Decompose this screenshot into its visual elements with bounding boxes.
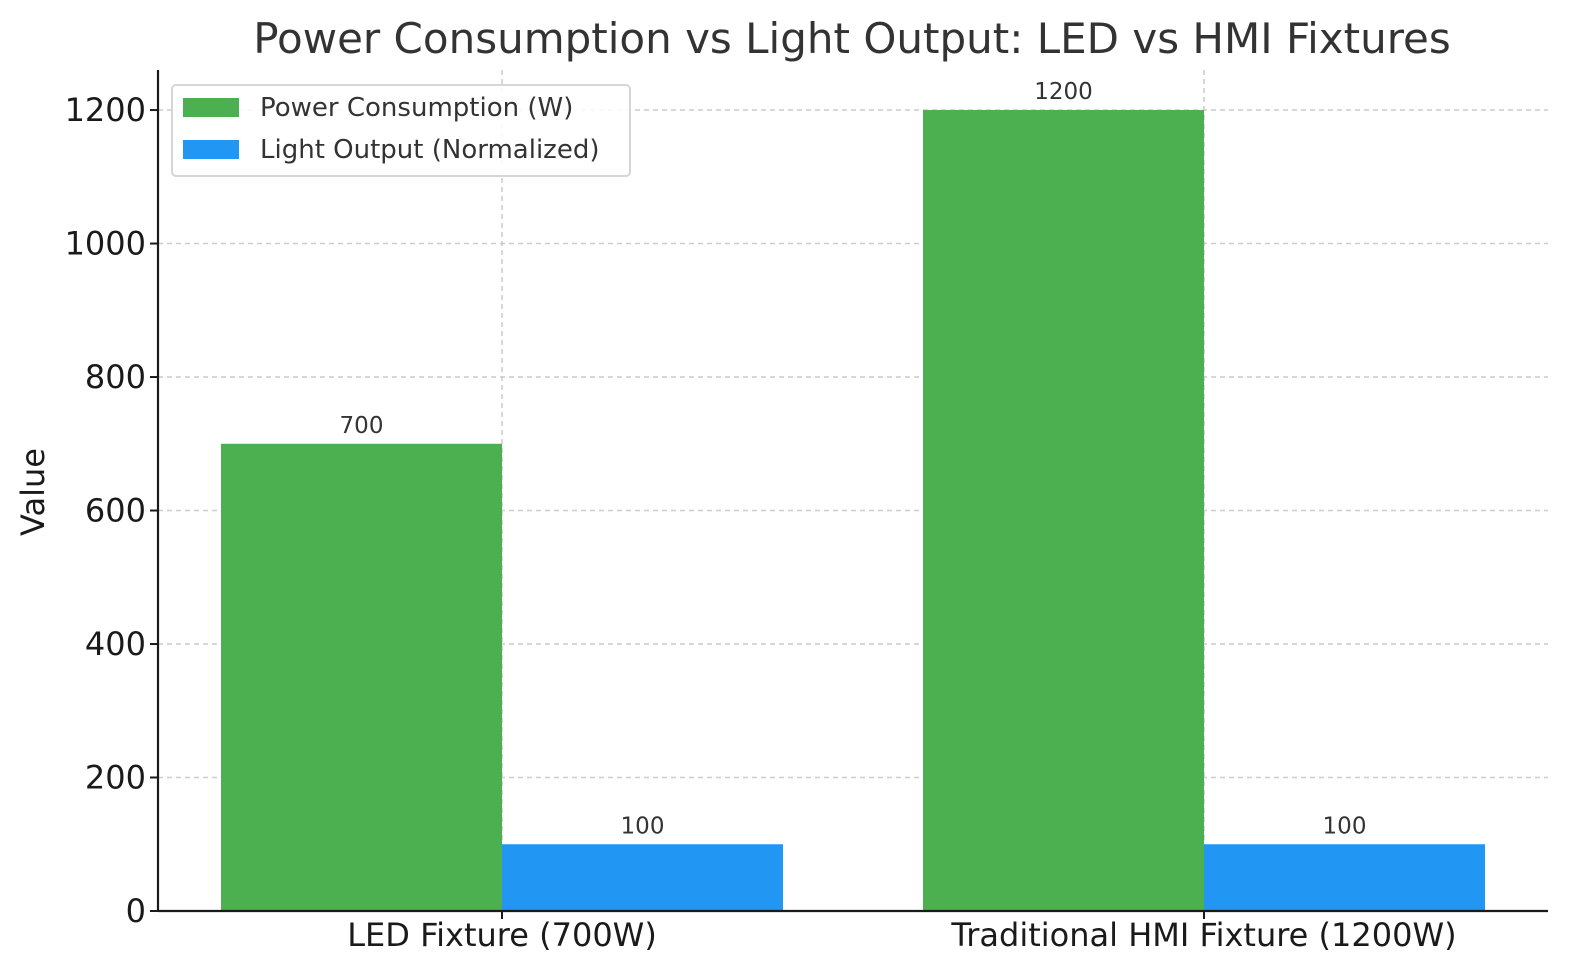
axes [150,70,1548,919]
y-tick-label: 200 [85,759,146,797]
chart-title: Power Consumption vs Light Output: LED v… [253,14,1451,63]
bars [221,110,1485,912]
bar [1204,844,1485,911]
y-axis-label: Value [14,448,52,536]
bar-value-label: 1200 [1034,79,1093,105]
bar [221,443,502,911]
bar-value-labels: 700 100 1200 100 [340,79,1367,839]
y-tick-label: 400 [85,625,146,663]
legend-swatch [183,98,239,117]
legend-box [171,84,631,177]
y-tick-label: 800 [85,358,146,396]
x-tick-labels: LED Fixture (700W) Traditional HMI Fixtur… [347,916,1456,954]
bar-value-label: 100 [1323,813,1367,839]
grid-lines [158,70,1548,911]
y-tick-label: 600 [85,492,146,530]
y-tick-labels: 0 200 400 600 800 1000 1200 [65,91,146,930]
legend-swatch [183,140,239,159]
bar [502,844,783,911]
bar-value-label: 100 [621,813,665,839]
y-tick-label: 0 [126,892,146,930]
y-tick-label: 1000 [65,225,146,263]
x-tick-label: Traditional HMI Fixture (1200W) [950,916,1456,954]
bar-value-label: 700 [340,413,384,439]
legend-label: Light Output (Normalized) [260,135,599,165]
legend: Power Consumption (W) Light Output (Norma… [171,84,631,177]
legend-label: Power Consumption (W) [260,93,573,123]
y-tick-label: 1200 [65,91,146,129]
bar [923,110,1204,912]
x-tick-label: LED Fixture (700W) [347,916,657,954]
